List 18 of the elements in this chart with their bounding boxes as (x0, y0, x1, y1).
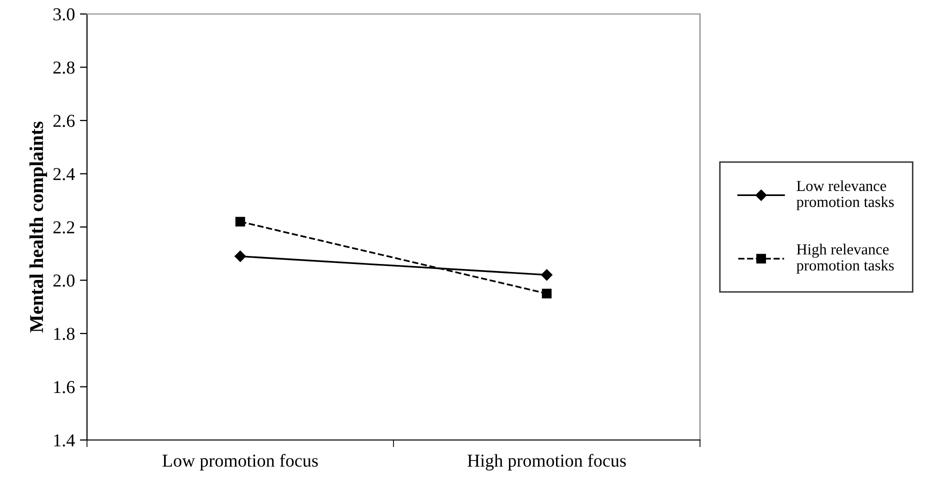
y-tick-label: 1.4 (54, 434, 75, 447)
point (542, 288, 552, 298)
x-tick-label: Low promotion focus (162, 454, 318, 470)
point (234, 250, 246, 262)
y-tick-label: 3.0 (53, 8, 75, 21)
point (235, 216, 246, 227)
legend-label: Low relevance promotion tasks (796, 180, 894, 210)
y-tick-label: 1.8 (54, 328, 75, 340)
point (541, 269, 552, 281)
y-tick-label: 2.2 (53, 221, 74, 234)
y-tick-label: 2.8 (53, 62, 75, 74)
y-tick-label: 2.4 (53, 168, 75, 180)
y-tick-label: 2.0 (53, 274, 75, 287)
legend-label: High relevance promotion tasks (796, 244, 894, 274)
y-axis-title: Mental health complaints (29, 122, 48, 333)
y-tick-label: 1.6 (54, 381, 75, 394)
x-tick-label: High promotion focus (468, 454, 626, 470)
y-tick-label: 2.6 (53, 114, 75, 128)
